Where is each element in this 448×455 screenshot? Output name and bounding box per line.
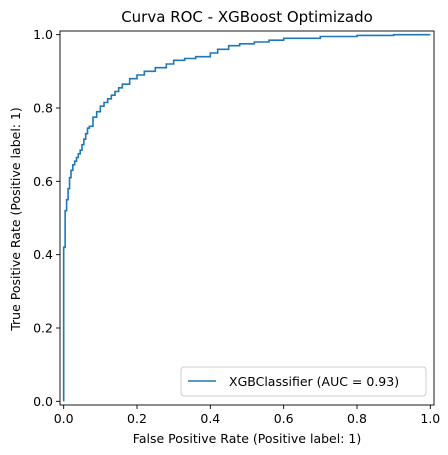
plot-frame bbox=[59, 30, 435, 406]
y-tick-label: 0.2 bbox=[33, 321, 53, 336]
y-axis-label: True Positive Rate (Positive label: 1) bbox=[8, 107, 23, 332]
y-tick-label: 0.0 bbox=[33, 394, 53, 409]
x-tick-label: 0.0 bbox=[54, 411, 74, 426]
legend-entry-xgbclassifier: XGBClassifier (AUC = 0.93) bbox=[229, 374, 399, 389]
roc-curve-line bbox=[62, 33, 431, 402]
legend-box bbox=[180, 366, 427, 397]
x-axis-label: False Positive Rate (Positive label: 1) bbox=[133, 431, 361, 446]
chart-title: Curva ROC - XGBoost Optimizado bbox=[121, 8, 373, 26]
x-tick-label: 0.4 bbox=[200, 411, 220, 426]
x-tick-label: 0.6 bbox=[274, 411, 294, 426]
y-axis-ticks: 0.0 0.2 0.4 0.6 0.8 1.0 bbox=[33, 27, 60, 409]
legend: XGBClassifier (AUC = 0.93) bbox=[180, 366, 427, 397]
plot-area bbox=[62, 33, 431, 402]
x-tick-label: 0.2 bbox=[127, 411, 147, 426]
x-tick-label: 0.8 bbox=[347, 411, 367, 426]
x-axis-ticks: 0.0 0.2 0.4 0.6 0.8 1.0 bbox=[54, 405, 440, 426]
y-tick-label: 0.8 bbox=[33, 101, 53, 116]
y-tick-label: 0.6 bbox=[33, 174, 53, 189]
y-tick-label: 0.4 bbox=[33, 247, 53, 262]
y-tick-label: 1.0 bbox=[33, 27, 53, 42]
x-tick-label: 1.0 bbox=[420, 411, 440, 426]
